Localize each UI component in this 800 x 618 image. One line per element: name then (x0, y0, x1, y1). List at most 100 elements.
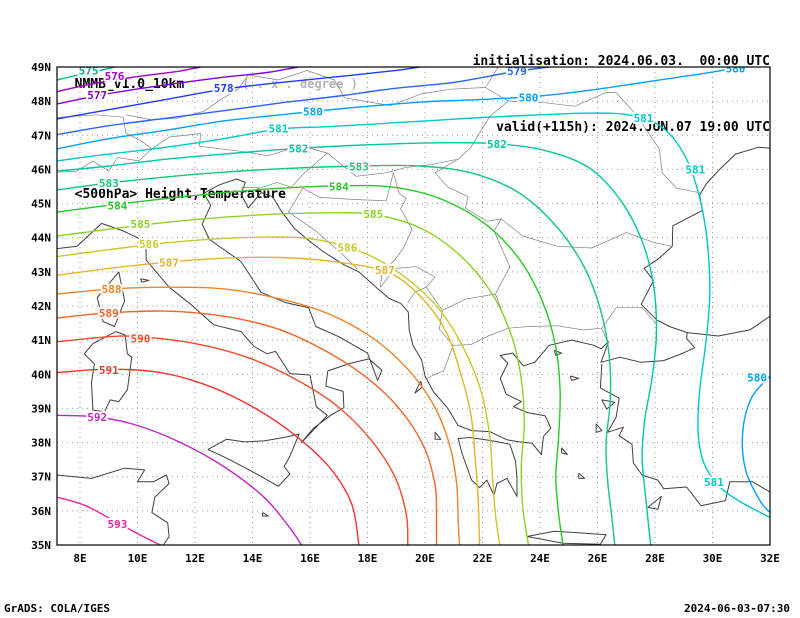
contour-581 (57, 112, 770, 519)
contour-label-576: 576 (105, 70, 125, 83)
country-border (327, 100, 509, 177)
contour-label-591: 591 (99, 364, 119, 377)
coastline (434, 431, 442, 440)
coastline (595, 423, 603, 433)
basemap (57, 67, 770, 545)
country-border (508, 92, 703, 194)
lat-tick-label: 43N (31, 266, 51, 279)
country-border (57, 114, 153, 150)
lat-tick-label: 40N (31, 368, 51, 381)
contour-label-588: 588 (102, 283, 122, 296)
lon-tick-label: 20E (415, 552, 435, 565)
contour-label-580: 580 (726, 63, 746, 76)
contour-592 (57, 414, 303, 545)
coastline (553, 349, 563, 356)
lat-tick-label: 36N (31, 505, 51, 518)
coastline (687, 315, 770, 337)
init-time: initialisation: 2024.06.03. 00:00 UTC (472, 54, 770, 69)
contour-label-580: 580 (303, 105, 323, 118)
contour-label-590: 590 (130, 332, 150, 345)
contour-label-581: 581 (685, 163, 705, 176)
country-border (302, 172, 394, 202)
lat-tick-label: 47N (31, 129, 51, 142)
contour-589 (57, 310, 438, 545)
axis-tick-labels: 35N 36N 37N 38N 39N 40N 41N 42N 43N 44N 45N 46N 47N 4… (31, 61, 780, 565)
contour-label-584: 584 (107, 199, 127, 212)
country-border (288, 188, 358, 270)
country-border (380, 266, 436, 288)
contour-label-593: 593 (107, 518, 127, 531)
lon-tick-label: 10E (128, 552, 148, 565)
coastline (57, 467, 170, 545)
country-border (439, 293, 509, 346)
lat-tick-label: 42N (31, 300, 51, 313)
contour-label-583: 583 (99, 177, 119, 190)
coastline (561, 447, 568, 455)
coastline (414, 380, 423, 394)
coastline (457, 437, 518, 497)
lon-tick-label: 16E (300, 552, 320, 565)
lat-tick-label: 35N (31, 539, 51, 552)
lon-tick-label: 18E (358, 552, 378, 565)
coastline (527, 530, 607, 545)
coastline (601, 399, 616, 410)
country-border (125, 70, 345, 121)
lon-tick-label: 12E (185, 552, 205, 565)
lat-tick-label: 46N (31, 163, 51, 176)
header-right: initialisation: 2024.06.03. 00:00 UTC va… (473, 7, 770, 272)
country-border (601, 307, 657, 329)
contour-582 (57, 141, 658, 545)
country-border (240, 152, 328, 188)
coastline (96, 271, 126, 327)
lon-tick-label: 24E (530, 552, 550, 565)
valid-time: valid(+115h): 2024.JUN.07 19:00 UTC (496, 120, 770, 135)
footer: GrADS: COLA/IGES 2024-06-03-07:30 (0, 602, 800, 615)
contour-label-587: 587 (375, 264, 395, 277)
contour-label-579: 579 (507, 65, 527, 78)
contour-label-592: 592 (87, 411, 107, 424)
lon-tick-label: 30E (703, 552, 723, 565)
coastline (262, 512, 269, 517)
country-border (434, 158, 469, 209)
contour-labels: 575 5765775785795805805805805815815815815… (77, 63, 769, 533)
contour-579 (57, 67, 550, 136)
lon-tick-label: 22E (473, 552, 493, 565)
contour-577 (57, 67, 300, 105)
contour-575 (57, 67, 116, 81)
contour-580 (57, 67, 740, 150)
contour-label-585: 585 (363, 208, 383, 221)
contour-587 (57, 256, 481, 545)
contour-label-575: 575 (79, 64, 99, 77)
contour-585 (57, 212, 530, 545)
contour-578 (57, 67, 420, 120)
country-border (424, 345, 454, 380)
coastline (83, 331, 133, 413)
coastline (57, 146, 770, 455)
contour-label-585: 585 (130, 218, 150, 231)
lat-tick-label: 44N (31, 232, 51, 245)
coastline (569, 375, 580, 381)
contour-label-578: 578 (214, 82, 234, 95)
contour-580 (741, 375, 770, 514)
coastline (578, 472, 586, 479)
lat-tick-label: 38N (31, 437, 51, 450)
lon-tick-label: 28E (645, 552, 665, 565)
contour-588 (57, 286, 461, 545)
lat-tick-label: 37N (31, 471, 51, 484)
contour-label-586: 586 (337, 241, 357, 254)
country-border (344, 67, 499, 106)
country-border (508, 325, 602, 331)
header: NMMB_v1.0_10km( . x . degree ) <500hPa> … (0, 7, 800, 272)
contour-591 (57, 368, 360, 545)
contour-label-582: 582 (289, 142, 309, 155)
contour-label-584: 584 (329, 181, 349, 194)
lon-tick-label: 32E (760, 552, 780, 565)
lat-tick-label: 49N (31, 61, 51, 74)
contour-label-577: 577 (87, 89, 107, 102)
lon-tick-label: 8E (73, 552, 86, 565)
country-border (500, 218, 673, 249)
country-border (601, 328, 608, 341)
field-title: <500hPa> Height,Temperature (74, 187, 286, 202)
